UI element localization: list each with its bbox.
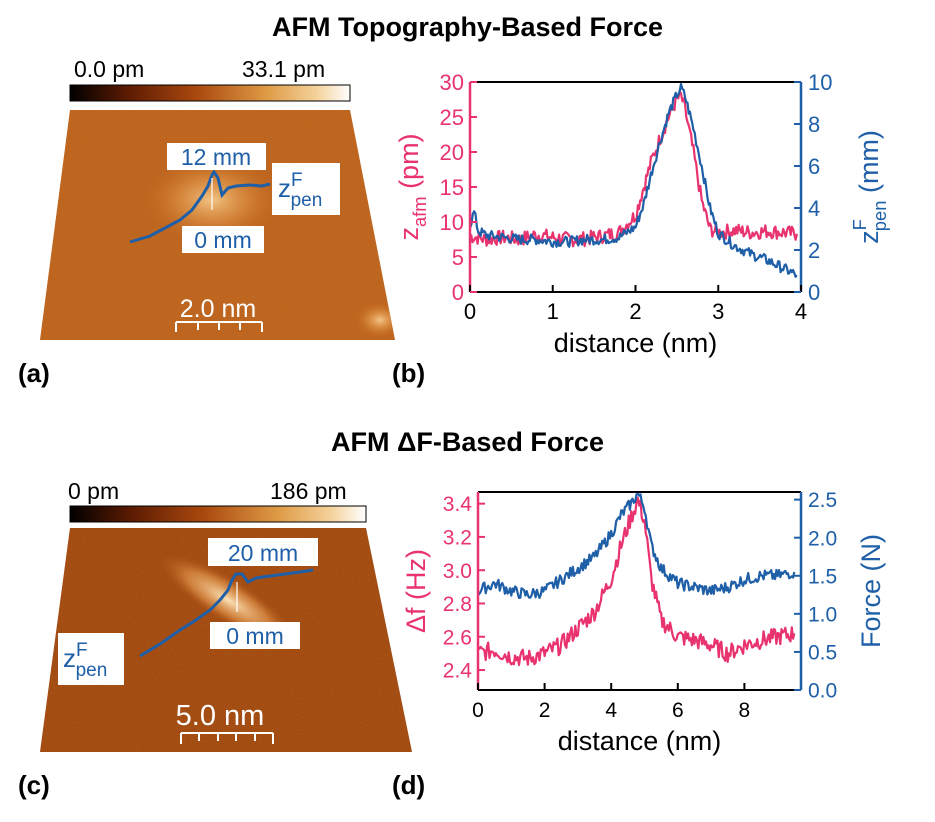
chart-b-ytick-right-label-2: 4 <box>808 196 820 221</box>
chart-b-ytick-right-label-4: 8 <box>808 112 820 137</box>
chart-b-ytick-right-label-1: 2 <box>808 238 820 263</box>
chart-d-ytick-left-label-5: 3.4 <box>443 493 473 516</box>
chart-d: 0 2 4 6 8 2.4 2.6 2.8 3.0 3.2 3.4 0.0 0.5 1.0 1.5 2.0 2.… <box>401 489 886 756</box>
chart-b-ytick-right-label-0: 0 <box>808 280 820 305</box>
chart-d-ytick-right-label-1: 0.5 <box>808 641 837 664</box>
chart-b-ytick-left-label-2: 10 <box>440 210 464 235</box>
chart-d-ytick-right-label-4: 2.0 <box>808 527 837 550</box>
afm-c-line-profile <box>139 568 314 658</box>
chart-d-ytick-left-label-1: 2.6 <box>443 626 472 649</box>
colorbar-c-min: 0 pm <box>68 478 120 504</box>
chart-d-ylabel-right: Force (N) <box>856 534 886 648</box>
chart-b-series-left <box>469 90 798 248</box>
chart-d-series-left <box>477 496 796 667</box>
afm-a-zpen-label: zF pen <box>278 170 322 211</box>
chart-d-ytick-left-label-4: 3.2 <box>443 526 472 549</box>
afm-c-top-label: 20 mm <box>228 540 298 566</box>
chart-b-ytick-left-label-5: 25 <box>440 105 464 130</box>
chart-d-xtick-label-0: 0 <box>472 699 484 722</box>
chart-b-ytick-left-label-0: 0 <box>452 280 464 305</box>
afm-a-top-label: 12 mm <box>181 144 251 170</box>
panel-label-b: (b) <box>392 358 426 388</box>
colorbar-c <box>69 505 367 523</box>
afm-a-top-label-box <box>167 143 266 170</box>
colorbar-a-max: 33.1 pm <box>242 56 326 82</box>
chart-b-xlabel: distance (nm) <box>554 328 718 358</box>
afm-c-bottom-label: 0 mm <box>226 623 284 649</box>
colorbar-c-max: 186 pm <box>270 478 347 504</box>
chart-b-ylabel-right: zFpen (mm) <box>849 130 890 244</box>
afm-a-zpen-box <box>272 163 340 215</box>
chart-b-ytick-left-label-1: 5 <box>452 245 464 270</box>
chart-d-xtick-label-2: 4 <box>605 699 617 722</box>
afm-a-bottom-label: 0 mm <box>194 227 252 253</box>
bottom-title: AFM ΔF-Based Force <box>331 427 604 457</box>
chart-d-xtick-label-4: 8 <box>739 699 751 722</box>
chart-b-xtick-label-0: 0 <box>464 299 476 324</box>
chart-b-xtick-label-4: 4 <box>795 299 807 324</box>
chart-b-ytick-left-label-6: 30 <box>440 70 464 95</box>
chart-d-ytick-right-label-2: 1.0 <box>808 603 837 626</box>
afm-a-bottom-label-box <box>182 226 264 253</box>
colorbar-a <box>69 84 351 102</box>
panel-label-a: (a) <box>18 358 50 388</box>
afm-c-top-label-box <box>208 538 318 566</box>
chart-d-ytick-right-label-5: 2.5 <box>808 489 837 512</box>
chart-b-xtick-label-2: 2 <box>629 299 641 324</box>
chart-d-xlabel: distance (nm) <box>558 726 722 756</box>
panel-label-d: (d) <box>392 770 426 800</box>
chart-d-xtick-label-3: 6 <box>672 699 684 722</box>
afm-c-zpen-box <box>58 633 124 685</box>
afm-c-scalebar-label: 5.0 nm <box>176 700 265 732</box>
chart-d-series-right <box>477 492 796 600</box>
afm-a-scalebar <box>175 321 263 332</box>
afm-a-line-profile <box>129 169 271 244</box>
chart-d-ytick-left-label-2: 2.8 <box>443 593 472 616</box>
chart-d-ytick-left-label-3: 3.0 <box>443 560 472 583</box>
chart-b-xtick-label-1: 1 <box>547 299 559 324</box>
chart-d-ylabel-left: Δf (Hz) <box>401 549 431 633</box>
chart-b-series-right <box>468 82 798 278</box>
chart-d-ytick-right-label-0: 0.0 <box>808 680 837 703</box>
chart-d-xtick-label-1: 2 <box>539 699 551 722</box>
chart-d-ytick-left-label-0: 2.4 <box>443 660 473 683</box>
chart-b-ytick-right-label-3: 6 <box>808 154 820 179</box>
chart-b-ytick-left-label-4: 20 <box>440 140 464 165</box>
afm-c-zpen-label: zF pen <box>63 640 107 681</box>
chart-b-ytick-right-label-5: 10 <box>808 70 832 95</box>
chart-d-ytick-right-label-3: 1.5 <box>808 565 837 588</box>
afm-a-scalebar-label: 2.0 nm <box>180 295 256 323</box>
chart-b-xtick-label-3: 3 <box>712 299 724 324</box>
chart-b-ylabel-left: zafm (pm) <box>394 133 430 240</box>
afm-c-bottom-label-box <box>210 622 300 649</box>
panel-label-c: (c) <box>18 770 50 800</box>
top-title: AFM Topography-Based Force <box>271 12 664 42</box>
colorbar-a-min: 0.0 pm <box>74 56 145 82</box>
afm-c-scalebar <box>180 732 274 744</box>
chart-b-ytick-left-label-3: 15 <box>440 175 464 200</box>
